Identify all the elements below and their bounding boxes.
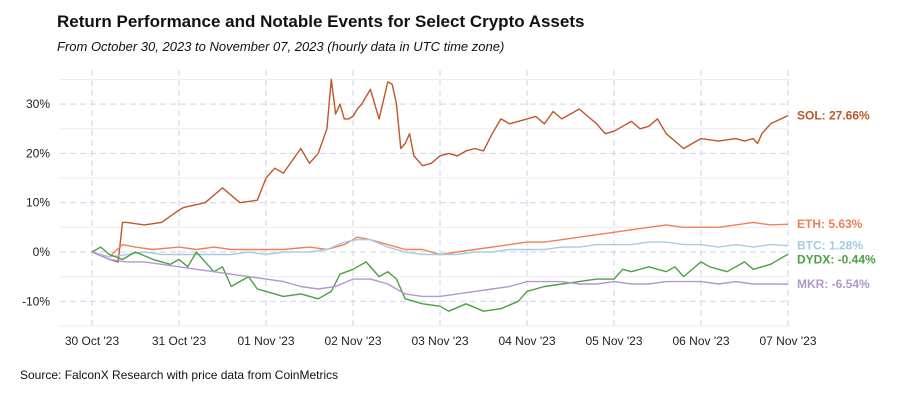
end-label-dydx: DYDX: -0.44%	[797, 253, 876, 267]
end-label-btc: BTC: 1.28%	[797, 239, 863, 253]
end-label-mkr: MKR: -6.54%	[797, 277, 870, 291]
y-tick-label: 10%	[26, 196, 50, 210]
y-tick-label: -10%	[22, 294, 50, 308]
end-label-eth: ETH: 5.63%	[797, 217, 863, 231]
x-tick-label: 01 Nov '23	[238, 334, 295, 348]
y-tick-label: 30%	[26, 97, 50, 111]
series-line-btc	[91, 238, 789, 258]
x-tick-label: 30 Oct '23	[65, 334, 120, 348]
series-line-dydx	[91, 246, 789, 312]
series-lines	[91, 78, 789, 312]
series-end-labels: SOL: 27.66% ETH: 5.63% BTC: 1.28%DYDX: -0.…	[797, 109, 876, 292]
x-axis: 30 Oct '23 31 Oct '23 01 Nov '23 02 Nov '23…	[65, 334, 817, 348]
x-tick-label: 04 Nov '23	[499, 334, 556, 348]
y-tick-label: 20%	[26, 146, 50, 160]
x-tick-label: 05 Nov '23	[586, 334, 643, 348]
chart-subtitle: From October 30, 2023 to November 07, 20…	[57, 39, 505, 54]
grid-lines	[60, 70, 790, 327]
end-label-sol: SOL: 27.66%	[797, 109, 870, 123]
x-tick-label: 03 Nov '23	[412, 334, 469, 348]
source-note: Source: FalconX Research with price data…	[20, 368, 339, 382]
y-tick-label: 0%	[33, 245, 51, 259]
series-line-sol	[91, 78, 789, 263]
x-tick-label: 02 Nov '23	[325, 334, 382, 348]
x-tick-label: 31 Oct '23	[152, 334, 207, 348]
series-line-mkr	[91, 251, 789, 298]
x-tick-label: 07 Nov '23	[760, 334, 817, 348]
chart-title: Return Performance and Notable Events fo…	[57, 12, 585, 31]
y-axis: -10% 0% 10% 20% 30%	[22, 97, 50, 308]
x-tick-label: 06 Nov '23	[673, 334, 730, 348]
